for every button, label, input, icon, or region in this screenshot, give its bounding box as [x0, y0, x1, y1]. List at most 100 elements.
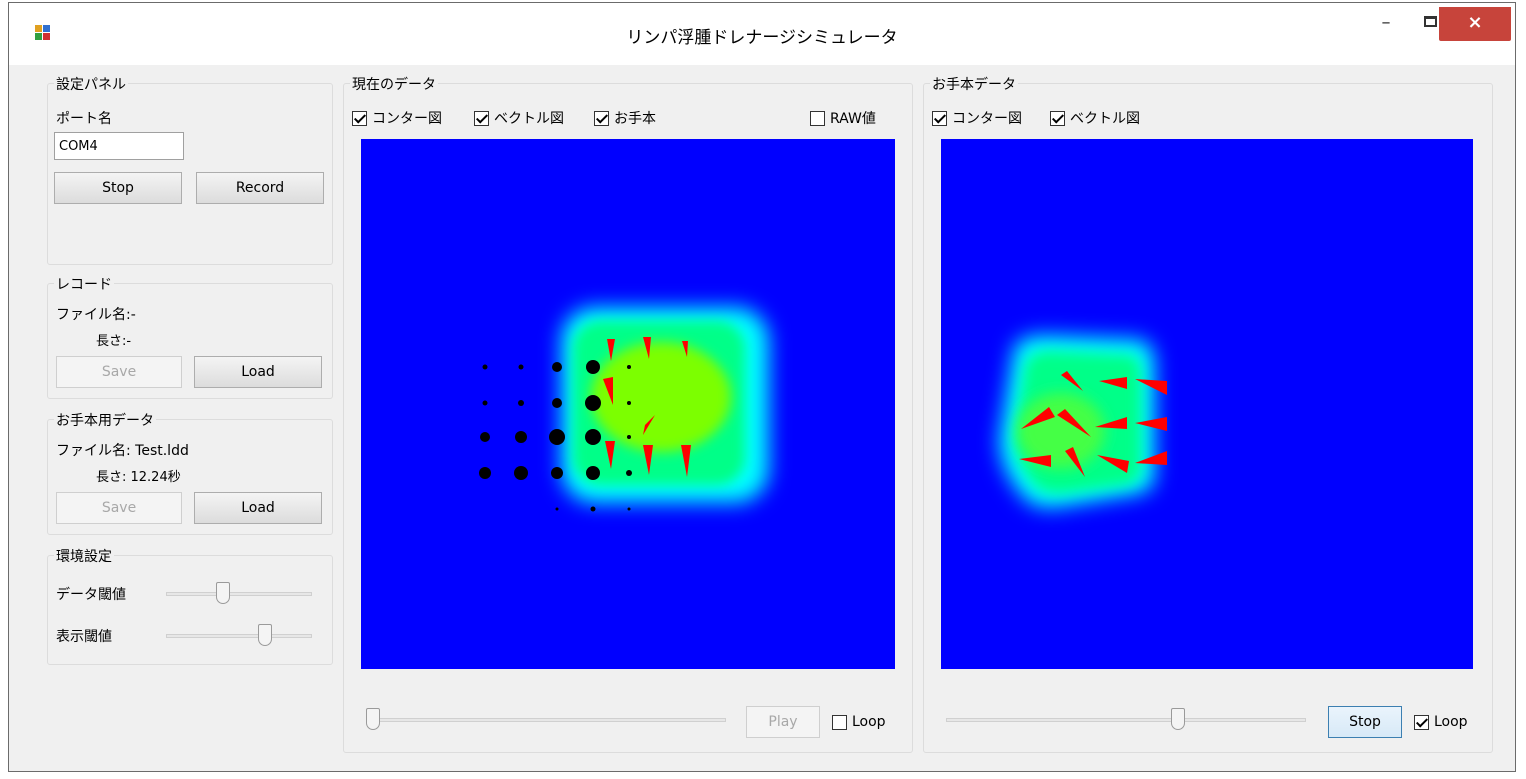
- current-dot: [552, 362, 562, 372]
- sample-vector-arrow: [1061, 371, 1083, 391]
- current-dot: [518, 400, 524, 406]
- sample-vector-arrow: [1135, 417, 1167, 431]
- sample-load-button[interactable]: Load: [194, 492, 322, 524]
- current-vector-label: ベクトル図: [494, 111, 564, 127]
- current-dot: [482, 364, 488, 370]
- current-dot: [585, 395, 601, 411]
- close-button[interactable]: ×: [1439, 7, 1511, 41]
- data-threshold-slider[interactable]: [166, 582, 312, 606]
- sample-file-label: ファイル名: Test.ldd: [56, 443, 189, 459]
- current-playback-slider[interactable]: [366, 708, 726, 732]
- current-dot: [514, 466, 528, 480]
- current-dot: [551, 467, 563, 479]
- sample-length-label: 長さ: 12.24秒: [96, 470, 181, 485]
- sample-file-panel: お手本用データ ファイル名: Test.ldd 長さ: 12.24秒 Save …: [47, 410, 333, 535]
- current-loop-label: Loop: [852, 714, 886, 730]
- sample-playback-slider[interactable]: [946, 708, 1306, 732]
- current-dot: [627, 435, 631, 439]
- sample-contour-checkbox[interactable]: [932, 110, 947, 126]
- current-vector-check[interactable]: ベクトル図: [474, 108, 564, 128]
- minimize-button[interactable]: –: [1381, 12, 1391, 33]
- sample-data-panel: お手本データ コンター図 ベクトル図: [923, 74, 1493, 753]
- settings-panel-title: 設定パネル: [54, 74, 128, 94]
- stop-button[interactable]: Stop: [54, 172, 182, 204]
- current-dot: [590, 506, 596, 512]
- app-window: リンパ浮腫ドレナージシミュレータ – × 設定パネル ポート名 Stop Rec…: [8, 2, 1516, 772]
- sample-loop-checkbox[interactable]: [1414, 714, 1429, 730]
- current-contour-checkbox[interactable]: [352, 110, 367, 126]
- current-dot: [586, 360, 600, 374]
- current-sample-checkbox[interactable]: [594, 110, 609, 126]
- current-vector-arrow: [603, 377, 613, 405]
- window-title: リンパ浮腫ドレナージシミュレータ: [626, 28, 898, 48]
- current-vector-arrow: [607, 339, 615, 361]
- port-input[interactable]: [54, 132, 184, 160]
- env-panel-title: 環境設定: [54, 546, 114, 566]
- maximize-button[interactable]: [1407, 7, 1453, 41]
- sample-stop-button[interactable]: Stop: [1328, 706, 1402, 738]
- record-length-label: 長さ:-: [96, 334, 132, 349]
- sample-vector-arrow: [1019, 455, 1051, 467]
- sample-contour-check[interactable]: コンター図: [932, 108, 1022, 128]
- sample-save-button[interactable]: Save: [56, 492, 182, 524]
- current-sample-check[interactable]: お手本: [594, 108, 656, 128]
- current-raw-label: RAW値: [830, 111, 876, 127]
- display-threshold-thumb[interactable]: [258, 624, 272, 646]
- sample-loop-label: Loop: [1434, 714, 1468, 730]
- record-panel: レコード ファイル名:- 長さ:- Save Load: [47, 274, 333, 399]
- current-loop-check[interactable]: Loop: [832, 714, 886, 730]
- sample-vector-check[interactable]: ベクトル図: [1050, 108, 1140, 128]
- current-heatmap-graphic: [479, 307, 769, 512]
- sample-heatmap-graphic: [999, 335, 1167, 508]
- port-label: ポート名: [56, 111, 112, 127]
- current-dot: [479, 467, 491, 479]
- sample-contour-label: コンター図: [952, 111, 1022, 127]
- current-dot: [518, 364, 524, 370]
- current-vector-arrow: [643, 445, 653, 475]
- sample-playback-thumb[interactable]: [1171, 708, 1185, 730]
- sample-playback-track: [946, 718, 1306, 722]
- sample-vector-arrow: [1057, 409, 1091, 437]
- record-load-button[interactable]: Load: [194, 356, 322, 388]
- current-dot: [627, 401, 631, 405]
- current-vector-arrow: [643, 415, 655, 435]
- current-raw-checkbox[interactable]: [810, 110, 825, 126]
- sample-loop-check[interactable]: Loop: [1414, 714, 1468, 730]
- play-button[interactable]: Play: [746, 706, 820, 738]
- current-dot: [549, 429, 565, 445]
- sample-file-panel-title: お手本用データ: [54, 410, 156, 430]
- display-threshold-track: [166, 634, 312, 638]
- current-vector-arrow: [605, 441, 615, 469]
- display-threshold-slider[interactable]: [166, 624, 312, 648]
- current-dot: [586, 466, 600, 480]
- data-threshold-thumb[interactable]: [216, 582, 230, 604]
- current-raw-check[interactable]: RAW値: [810, 108, 876, 128]
- current-contour-check[interactable]: コンター図: [352, 108, 442, 128]
- sample-vector-checkbox[interactable]: [1050, 110, 1065, 126]
- current-heatmap: [361, 139, 895, 669]
- maximize-icon: [1423, 15, 1437, 27]
- sample-heat-hot: [1017, 393, 1105, 469]
- current-playback-track: [366, 718, 726, 722]
- app-icon: [35, 25, 51, 41]
- current-dot: [627, 507, 631, 511]
- current-dot: [480, 432, 490, 442]
- current-vector-checkbox[interactable]: [474, 110, 489, 126]
- record-save-button[interactable]: Save: [56, 356, 182, 388]
- settings-panel: 設定パネル ポート名 Stop Record: [47, 74, 333, 265]
- sample-vector-label: ベクトル図: [1070, 111, 1140, 127]
- current-data-title: 現在のデータ: [350, 74, 438, 94]
- current-contour-label: コンター図: [372, 111, 442, 127]
- current-dot: [482, 400, 488, 406]
- sample-vector-arrow: [1021, 407, 1055, 429]
- sample-heatmap: [941, 139, 1473, 669]
- sample-vector-arrow: [1135, 379, 1167, 395]
- current-dot: [552, 398, 562, 408]
- current-loop-checkbox[interactable]: [832, 714, 847, 730]
- env-panel: 環境設定 データ閾値 表示閾値: [47, 546, 333, 665]
- record-panel-title: レコード: [54, 274, 114, 294]
- current-playback-thumb[interactable]: [366, 708, 380, 730]
- sample-vector-arrow: [1097, 455, 1129, 473]
- record-button[interactable]: Record: [196, 172, 324, 204]
- sample-data-title: お手本データ: [930, 74, 1018, 94]
